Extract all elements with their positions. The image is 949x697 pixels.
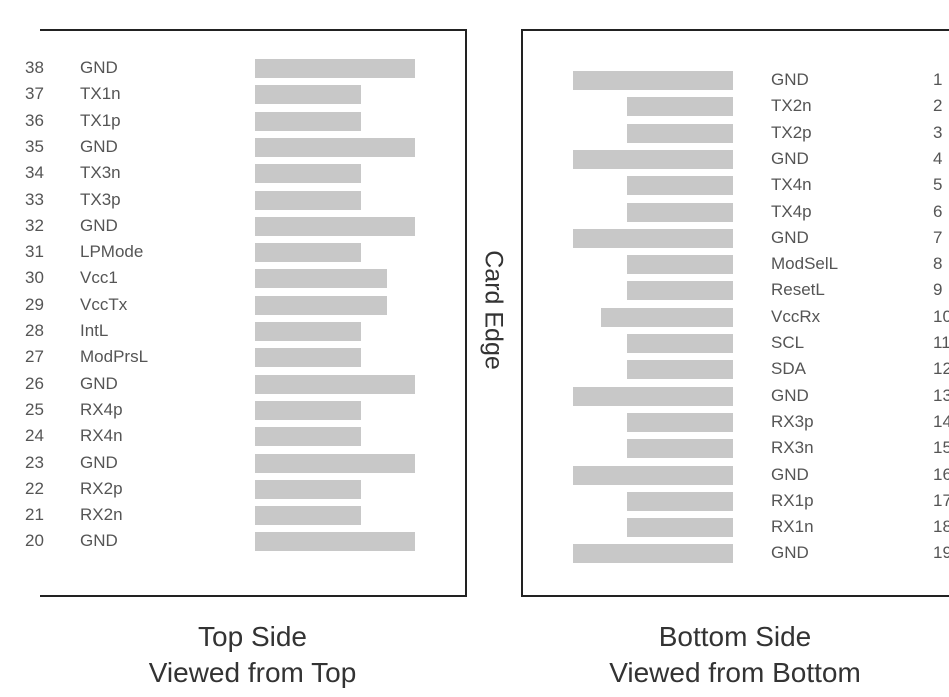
bottom-contact-pad bbox=[573, 466, 733, 485]
bottom-contact-pad bbox=[627, 439, 733, 458]
bottom-pin-row: 7 GND bbox=[0, 226, 949, 250]
bottom-contact-pad bbox=[601, 308, 733, 327]
bottom-pin-name: RX3p bbox=[771, 410, 814, 434]
bottom-pin-row: 15 RX3n bbox=[0, 436, 949, 460]
bottom-contact-pad bbox=[627, 413, 733, 432]
bottom-pin-name: ModSelL bbox=[771, 252, 838, 276]
bottom-pin-name: GND bbox=[771, 463, 809, 487]
bottom-pin-row: 16 GND bbox=[0, 463, 949, 487]
bottom-contact-pad bbox=[627, 360, 733, 379]
bottom-contact-pad bbox=[627, 334, 733, 353]
bottom-contact-pad bbox=[627, 518, 733, 537]
bottom-pin-number: 12 bbox=[933, 357, 949, 381]
bottom-pin-number: 7 bbox=[933, 226, 942, 250]
bottom-pin-row: 6 TX4p bbox=[0, 200, 949, 224]
bottom-contact-pad bbox=[627, 203, 733, 222]
bottom-pin-number: 3 bbox=[933, 121, 942, 145]
bottom-pin-name: GND bbox=[771, 541, 809, 565]
bottom-pin-name: RX1n bbox=[771, 515, 814, 539]
bottom-pin-name: SDA bbox=[771, 357, 806, 381]
bottom-pin-number: 2 bbox=[933, 94, 942, 118]
bottom-pin-name: GND bbox=[771, 68, 809, 92]
bottom-pin-name: TX4p bbox=[771, 200, 812, 224]
bottom-pin-row: 3 TX2p bbox=[0, 121, 949, 145]
bottom-contact-pad bbox=[627, 255, 733, 274]
bottom-contact-pad bbox=[573, 544, 733, 563]
bottom-pin-name: GND bbox=[771, 226, 809, 250]
bottom-pin-row: 4 GND bbox=[0, 147, 949, 171]
bottom-pin-number: 13 bbox=[933, 384, 949, 408]
bottom-side-caption-title: Bottom Side bbox=[521, 619, 949, 655]
bottom-pin-number: 18 bbox=[933, 515, 949, 539]
bottom-pin-name: RX3n bbox=[771, 436, 814, 460]
bottom-pin-row: 2 TX2n bbox=[0, 94, 949, 118]
bottom-pin-name: ResetL bbox=[771, 278, 825, 302]
bottom-pin-number: 17 bbox=[933, 489, 949, 513]
bottom-pin-number: 15 bbox=[933, 436, 949, 460]
bottom-pin-row: 11 SCL bbox=[0, 331, 949, 355]
bottom-pin-row: 8 ModSelL bbox=[0, 252, 949, 276]
bottom-pin-row: 19 GND bbox=[0, 541, 949, 565]
bottom-pin-row: 14 RX3p bbox=[0, 410, 949, 434]
bottom-pin-number: 14 bbox=[933, 410, 949, 434]
top-side-caption-title: Top Side bbox=[40, 619, 465, 655]
bottom-pin-number: 6 bbox=[933, 200, 942, 224]
bottom-pin-number: 1 bbox=[933, 68, 942, 92]
bottom-pin-row: 17 RX1p bbox=[0, 489, 949, 513]
bottom-pin-number: 4 bbox=[933, 147, 942, 171]
bottom-contact-pad bbox=[627, 124, 733, 143]
bottom-contact-pad bbox=[573, 71, 733, 90]
bottom-pin-row: 5 TX4n bbox=[0, 173, 949, 197]
bottom-pin-number: 10 bbox=[933, 305, 949, 329]
bottom-pin-row: 12 SDA bbox=[0, 357, 949, 381]
top-side-caption: Top Side Viewed from Top bbox=[40, 619, 465, 691]
bottom-pin-name: TX4n bbox=[771, 173, 812, 197]
bottom-pin-name: TX2p bbox=[771, 121, 812, 145]
bottom-pin-row: 10 VccRx bbox=[0, 305, 949, 329]
bottom-pin-name: VccRx bbox=[771, 305, 820, 329]
bottom-pin-number: 9 bbox=[933, 278, 942, 302]
bottom-contact-pad bbox=[627, 97, 733, 116]
bottom-side-caption-subtitle: Viewed from Bottom bbox=[521, 655, 949, 691]
bottom-side-caption: Bottom Side Viewed from Bottom bbox=[521, 619, 949, 691]
bottom-pin-row: 1 GND bbox=[0, 68, 949, 92]
bottom-pin-name: SCL bbox=[771, 331, 804, 355]
bottom-pin-number: 8 bbox=[933, 252, 942, 276]
bottom-pin-number: 11 bbox=[933, 331, 949, 355]
bottom-pin-row: 9 ResetL bbox=[0, 278, 949, 302]
bottom-contact-pad bbox=[627, 281, 733, 300]
bottom-pin-name: TX2n bbox=[771, 94, 812, 118]
top-side-caption-subtitle: Viewed from Top bbox=[40, 655, 465, 691]
bottom-pin-row: 18 RX1n bbox=[0, 515, 949, 539]
bottom-pin-number: 16 bbox=[933, 463, 949, 487]
bottom-pin-number: 19 bbox=[933, 541, 949, 565]
bottom-contact-pad bbox=[573, 387, 733, 406]
bottom-contact-pad bbox=[573, 150, 733, 169]
bottom-pin-name: GND bbox=[771, 147, 809, 171]
bottom-contact-pad bbox=[627, 176, 733, 195]
bottom-contact-pad bbox=[627, 492, 733, 511]
bottom-pin-name: RX1p bbox=[771, 489, 814, 513]
bottom-contact-pad bbox=[573, 229, 733, 248]
card-edge-label: Card Edge bbox=[479, 250, 508, 370]
bottom-pin-row: 13 GND bbox=[0, 384, 949, 408]
bottom-pin-name: GND bbox=[771, 384, 809, 408]
bottom-pin-number: 5 bbox=[933, 173, 942, 197]
